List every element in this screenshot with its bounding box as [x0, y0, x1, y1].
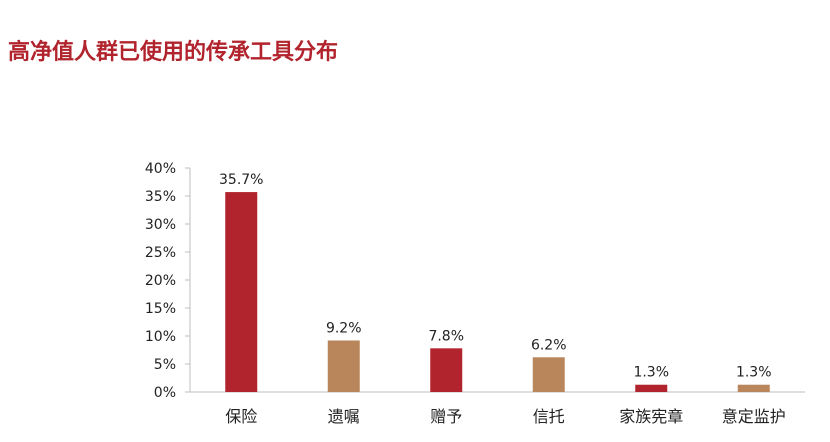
- x-tick-label: 信托: [533, 407, 565, 426]
- y-tick-label: 20%: [145, 273, 176, 289]
- bar: [635, 384, 668, 392]
- bar: [737, 384, 770, 392]
- y-tick-label: 35%: [145, 189, 176, 205]
- data-label: 1.3%: [633, 365, 669, 381]
- x-tick-label: 意定监护: [722, 407, 786, 426]
- data-label: 1.3%: [736, 365, 772, 381]
- y-tick-label: 25%: [145, 245, 176, 261]
- y-tick-label: 10%: [145, 329, 176, 345]
- x-tick-label: 赠予: [430, 407, 462, 426]
- y-tick-label: 0%: [154, 385, 176, 401]
- y-tick-label: 15%: [145, 301, 176, 317]
- y-tick-label: 30%: [145, 217, 176, 233]
- bar: [430, 348, 463, 392]
- bar: [327, 340, 360, 392]
- x-tick-label: 保险: [225, 407, 257, 426]
- page-title: 高净值人群已使用的传承工具分布: [8, 40, 339, 65]
- bar: [532, 357, 565, 392]
- data-label: 9.2%: [326, 320, 362, 336]
- x-tick-label: 家族宪章: [619, 407, 683, 426]
- y-tick-label: 5%: [154, 357, 176, 373]
- data-label: 35.7%: [219, 172, 263, 188]
- x-tick-label: 遗嘱: [328, 407, 360, 426]
- bar: [225, 192, 258, 392]
- data-label: 6.2%: [531, 337, 567, 353]
- data-label: 7.8%: [428, 328, 464, 344]
- y-tick-label: 40%: [145, 161, 176, 177]
